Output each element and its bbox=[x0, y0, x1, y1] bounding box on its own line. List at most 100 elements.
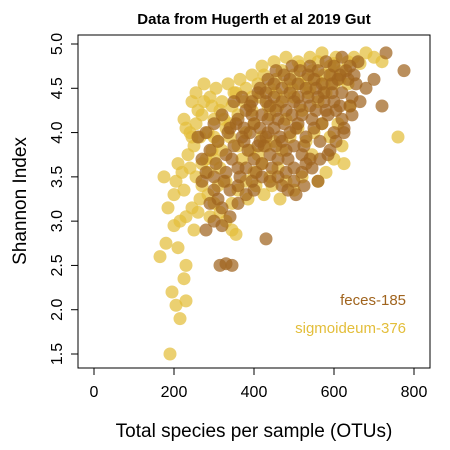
data-point bbox=[199, 126, 213, 140]
data-point bbox=[187, 223, 201, 237]
data-point bbox=[329, 134, 343, 148]
data-point bbox=[261, 126, 275, 140]
data-point bbox=[171, 241, 185, 255]
data-point bbox=[379, 46, 393, 60]
data-point bbox=[269, 139, 283, 153]
data-point bbox=[261, 72, 275, 86]
x-tick-label: 800 bbox=[401, 384, 428, 401]
data-point bbox=[235, 90, 249, 104]
data-point bbox=[317, 95, 331, 109]
data-point bbox=[245, 68, 259, 82]
data-point bbox=[237, 134, 251, 148]
data-point bbox=[215, 219, 229, 233]
data-point bbox=[301, 90, 315, 104]
data-point bbox=[225, 258, 239, 272]
data-point bbox=[209, 81, 223, 95]
y-tick-label: 4.0 bbox=[49, 121, 66, 143]
data-point bbox=[313, 152, 327, 166]
x-tick-label: 400 bbox=[241, 384, 268, 401]
data-point bbox=[261, 112, 275, 126]
data-point bbox=[277, 117, 291, 131]
data-point bbox=[237, 121, 251, 135]
data-point bbox=[159, 236, 173, 250]
data-point bbox=[211, 134, 225, 148]
data-point bbox=[359, 81, 373, 95]
y-tick-label: 2.5 bbox=[49, 254, 66, 276]
data-point bbox=[255, 59, 269, 73]
y-tick-label: 2.0 bbox=[49, 298, 66, 320]
data-point bbox=[215, 108, 229, 122]
data-point bbox=[345, 108, 359, 122]
data-point bbox=[223, 210, 237, 224]
data-point bbox=[173, 312, 187, 326]
legend-item-sigmoideum: sigmoideum-376 bbox=[295, 320, 406, 337]
data-point bbox=[177, 272, 191, 286]
data-point bbox=[245, 174, 259, 188]
data-point bbox=[277, 68, 291, 82]
y-tick-label: 4.5 bbox=[49, 77, 66, 99]
x-axis: 0 200 400 600 800 bbox=[90, 367, 428, 401]
data-point bbox=[193, 192, 207, 206]
legend-item-feces: feces-185 bbox=[340, 292, 406, 309]
data-point bbox=[325, 77, 339, 91]
data-point bbox=[179, 258, 193, 272]
data-point bbox=[313, 134, 327, 148]
data-point bbox=[367, 72, 381, 86]
data-point bbox=[177, 183, 191, 197]
data-point bbox=[309, 103, 323, 117]
data-point bbox=[195, 152, 209, 166]
data-point bbox=[203, 143, 217, 157]
data-point bbox=[337, 157, 351, 171]
data-points-layer bbox=[153, 46, 411, 361]
data-point bbox=[335, 50, 349, 64]
data-point bbox=[165, 285, 179, 299]
data-point bbox=[287, 139, 301, 153]
data-point bbox=[351, 55, 365, 69]
data-point bbox=[353, 95, 367, 109]
series-feces-185 bbox=[191, 46, 411, 272]
x-tick-label: 600 bbox=[321, 384, 348, 401]
data-point bbox=[279, 165, 293, 179]
data-point bbox=[189, 86, 203, 100]
data-point bbox=[199, 223, 213, 237]
data-point bbox=[349, 77, 363, 91]
y-axis: 1.5 2.0 2.5 3.0 3.5 4.0 4.5 5.0 bbox=[49, 33, 79, 365]
data-point bbox=[311, 174, 325, 188]
data-point bbox=[163, 347, 177, 361]
data-point bbox=[215, 95, 229, 109]
data-point bbox=[205, 99, 219, 113]
x-tick-label: 0 bbox=[90, 384, 99, 401]
chart-title: Data from Hugerth et al 2019 Gut bbox=[137, 11, 370, 28]
y-tick-label: 1.5 bbox=[49, 343, 66, 365]
data-point bbox=[245, 95, 259, 109]
legend: feces-185 sigmoideum-376 bbox=[295, 292, 406, 337]
data-point bbox=[171, 157, 185, 171]
data-point bbox=[207, 117, 221, 131]
data-point bbox=[179, 294, 193, 308]
data-point bbox=[231, 161, 245, 175]
data-point bbox=[231, 196, 245, 210]
y-tick-label: 3.0 bbox=[49, 210, 66, 232]
data-point bbox=[229, 227, 243, 241]
data-point bbox=[297, 179, 311, 193]
x-axis-label: Total species per sample (OTUs) bbox=[116, 421, 393, 442]
data-point bbox=[209, 157, 223, 171]
data-point bbox=[305, 161, 319, 175]
data-point bbox=[273, 192, 287, 206]
data-point bbox=[337, 126, 351, 140]
data-point bbox=[281, 183, 295, 197]
data-point bbox=[281, 152, 295, 166]
data-point bbox=[157, 170, 171, 184]
data-point bbox=[375, 99, 389, 113]
data-point bbox=[215, 201, 229, 215]
data-point bbox=[297, 139, 311, 153]
data-point bbox=[217, 174, 231, 188]
data-point bbox=[245, 108, 259, 122]
data-point bbox=[199, 165, 213, 179]
data-point bbox=[227, 139, 241, 153]
data-point bbox=[253, 134, 267, 148]
data-point bbox=[221, 126, 235, 140]
y-axis-label: Shannon Index bbox=[10, 137, 31, 265]
data-point bbox=[153, 250, 167, 264]
